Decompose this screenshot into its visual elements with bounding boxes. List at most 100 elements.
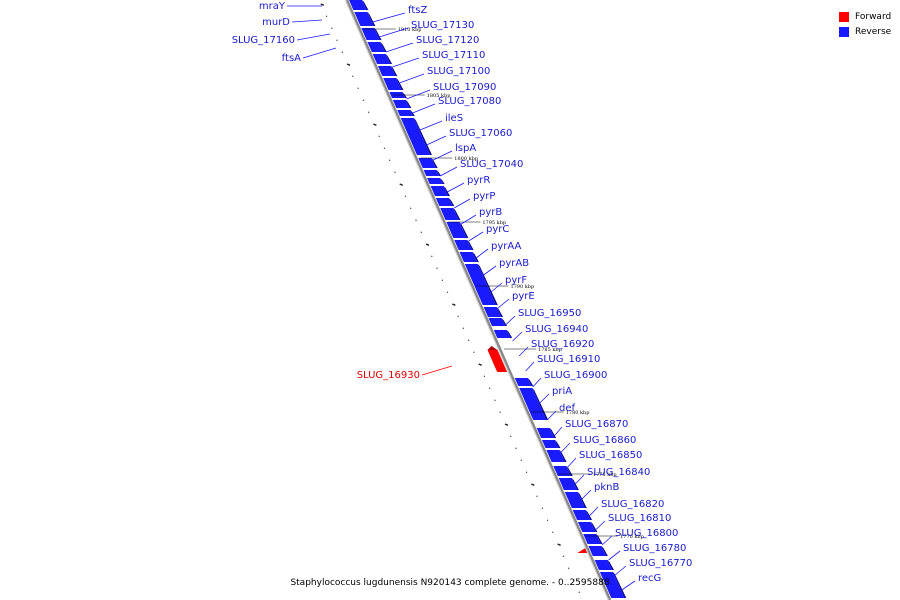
reverse-gene-block (594, 560, 615, 570)
svg-text:SLUG_17160: SLUG_17160 (232, 35, 295, 46)
kbp-scale-label: 1775 kbp (593, 472, 617, 478)
reverse-gene-block (564, 492, 587, 508)
tick-mark (415, 219, 417, 221)
reverse-gene-block (599, 572, 627, 598)
tick-mark (367, 111, 370, 113)
svg-text:SLUG_17100: SLUG_17100 (427, 66, 490, 77)
gene-label-ftsZ: ftsZ (372, 5, 427, 23)
tick-mark (446, 291, 449, 293)
tick-mark (499, 411, 501, 413)
tick-mark (325, 15, 328, 17)
reverse-gene-block (454, 240, 474, 250)
reverse-gene-block (423, 170, 442, 176)
forward-swatch (839, 11, 849, 22)
svg-text:SLUG_16810: SLUG_16810 (608, 513, 671, 524)
svg-text:SLUG_16940: SLUG_16940 (525, 324, 588, 335)
reverse-gene-block (372, 54, 393, 64)
kbp-scale-label: 1780 kbp (566, 410, 590, 416)
gene-label-SLUG_17130: SLUG_17130 (379, 20, 474, 38)
svg-text:SLUG_16950: SLUG_16950 (518, 308, 581, 319)
gene-label-pyrR: pyrR (447, 175, 490, 193)
tick-mark (467, 339, 470, 341)
svg-text:pyrC: pyrC (486, 224, 509, 235)
reverse-gene-block (514, 378, 534, 386)
svg-text:SLUG_16870: SLUG_16870 (565, 419, 628, 430)
tick-mark (399, 183, 403, 186)
tick-mark (420, 231, 422, 233)
gene-label-pyrC: pyrC (468, 224, 509, 242)
svg-text:pyrB: pyrB (479, 207, 502, 218)
reverse-gene-block (354, 12, 376, 26)
gene-label-pyrP: pyrP (454, 191, 495, 209)
tick-mark (557, 543, 561, 546)
gene-label-SLUG_17060: SLUG_17060 (426, 128, 512, 146)
svg-text:SLUG_16910: SLUG_16910 (537, 354, 600, 365)
svg-text:mraY: mraY (259, 1, 286, 12)
gene-label-SLUG_16940: SLUG_16940 (512, 324, 588, 342)
tick-mark (346, 63, 351, 66)
tick-mark (488, 387, 491, 389)
reverse-swatch (839, 26, 849, 37)
reverse-gene-block (583, 534, 603, 544)
reverse-gene-block (418, 158, 438, 168)
tick-mark (494, 399, 496, 401)
tick-mark (341, 51, 344, 53)
svg-text:priA: priA (552, 386, 572, 397)
reverse-gene-block (349, 0, 369, 10)
gene-label-SLUG_16820: SLUG_16820 (589, 499, 664, 517)
gene-label-SLUG_16770: SLUG_16770 (614, 558, 692, 576)
tick-mark (536, 495, 538, 497)
gene-label-SLUG_16870: SLUG_16870 (553, 419, 628, 437)
kbp-scale-label: 1785 kbp (538, 347, 562, 353)
tick-mark (373, 123, 377, 126)
gene-label-SLUG_17100: SLUG_17100 (399, 66, 490, 84)
svg-text:SLUG_16850: SLUG_16850 (579, 450, 642, 461)
tick-mark (425, 243, 430, 246)
svg-text:SLUG_16900: SLUG_16900 (544, 370, 607, 381)
tick-mark (552, 531, 554, 533)
reverse-gene-block (572, 510, 593, 520)
gene-label-SLUG_17110: SLUG_17110 (392, 50, 485, 68)
svg-text:SLUG_16920: SLUG_16920 (531, 339, 594, 350)
svg-text:ftsZ: ftsZ (408, 5, 427, 16)
svg-text:SLUG_16860: SLUG_16860 (573, 435, 636, 446)
svg-text:SLUG_16800: SLUG_16800 (615, 528, 678, 539)
reverse-gene-block (488, 318, 507, 326)
tick-mark (520, 459, 522, 461)
gene-label-mraY: mraY (259, 1, 322, 12)
reverse-gene-block (377, 66, 398, 76)
reverse-gene-block (459, 252, 479, 262)
tick-mark (483, 375, 486, 377)
tick-mark (541, 507, 544, 509)
gene-label-SLUG_17160: SLUG_17160 (232, 33, 331, 46)
gene-label-pyrAB: pyrAB (483, 258, 529, 276)
legend-item-forward: Forward (839, 9, 891, 24)
gene-label-SLUG_16930: SLUG_16930 (357, 365, 453, 381)
tick-mark (410, 207, 412, 209)
genome-caption: Staphylococcus lugdunensis N920143 compl… (290, 578, 610, 588)
svg-text:ileS: ileS (445, 113, 463, 124)
backbone-line (345, 0, 612, 600)
tick-mark (457, 315, 459, 317)
reverse-gene-block (553, 466, 573, 476)
reverse-gene-block (464, 264, 498, 305)
kbp-scale-label: 1795 kbp (482, 220, 506, 226)
tick-mark (525, 471, 528, 473)
reverse-gene-block (383, 78, 404, 90)
tick-mark (452, 303, 456, 306)
tick-mark (352, 75, 354, 77)
reverse-gene-block (588, 546, 608, 556)
gene-label-def: def (546, 403, 576, 421)
reverse-gene-block (397, 110, 415, 116)
gene-label-pyrF: pyrF (490, 275, 527, 293)
tick-mark (320, 3, 325, 6)
tick-mark (436, 267, 438, 269)
tick-mark (567, 567, 570, 569)
svg-text:SLUG_16770: SLUG_16770 (629, 558, 692, 569)
gene-label-pyrE: pyrE (497, 291, 535, 309)
svg-text:SLUG_17130: SLUG_17130 (411, 20, 474, 31)
gene-label-SLUG_16840: SLUG_16840 (574, 467, 650, 485)
svg-text:SLUG_17080: SLUG_17080 (438, 96, 501, 107)
gene-label-pyrB: pyrB (461, 207, 502, 225)
